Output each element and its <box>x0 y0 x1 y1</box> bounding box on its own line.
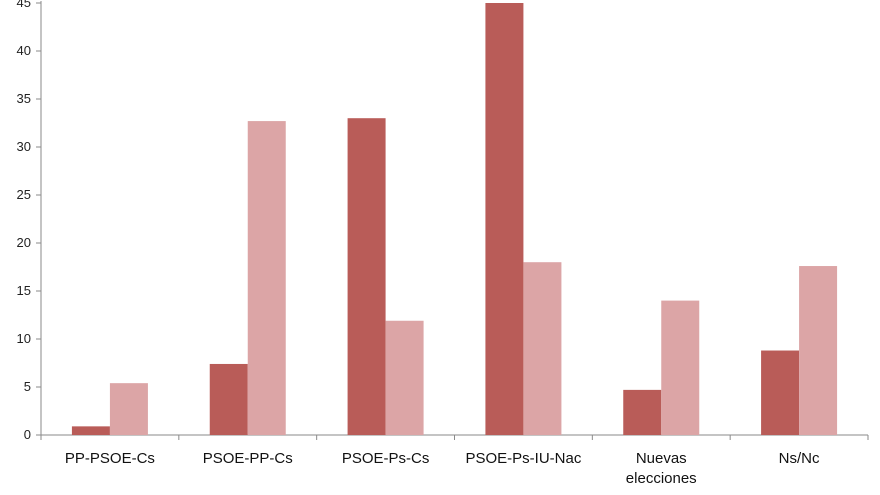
bar-series-2 <box>799 266 838 435</box>
bar-series-1 <box>485 3 524 435</box>
x-tick-label-line: Nuevas <box>636 450 687 467</box>
x-tick-label: PSOE-Ps-Cs <box>342 450 430 467</box>
y-tick-label: 0 <box>24 427 31 442</box>
x-tick-label-line: PSOE-PP-Cs <box>203 450 293 467</box>
x-tick-label: PSOE-PP-Cs <box>203 450 293 467</box>
x-tick-label-line: elecciones <box>626 470 697 487</box>
bar-series-1 <box>209 363 248 435</box>
y-tick-label: 30 <box>17 139 31 154</box>
x-tick-label: PSOE-Ps-IU-Nac <box>465 450 581 467</box>
chart-axes <box>36 1 869 440</box>
bar-series-1 <box>347 118 386 435</box>
y-tick-label: 15 <box>17 283 31 298</box>
bar-series-2 <box>523 262 562 435</box>
bar-series-1 <box>761 350 800 435</box>
x-tick-label: Ns/Nc <box>779 450 820 467</box>
x-tick-label-line: PSOE-Ps-IU-Nac <box>465 450 581 467</box>
bar-series-2 <box>109 383 148 435</box>
y-tick-label: 35 <box>17 91 31 106</box>
x-tick-label: PP-PSOE-Cs <box>65 450 155 467</box>
y-tick-label: 5 <box>24 379 31 394</box>
y-tick-label: 10 <box>17 331 31 346</box>
y-tick-label: 45 <box>17 0 31 10</box>
bar-series-2 <box>247 121 286 435</box>
chart-labels: 0 5 10 15 20 25 30 35 40 45 PP-PSOE-Cs PSOE-PP-Cs PS… <box>17 0 820 487</box>
bar-series-1 <box>71 426 110 435</box>
chart-bars <box>71 3 838 435</box>
y-tick-label: 25 <box>17 187 31 202</box>
y-tick-label: 20 <box>17 235 31 250</box>
bar-series-2 <box>385 320 424 435</box>
x-tick-label-line: Ns/Nc <box>779 450 820 467</box>
bar-series-1 <box>623 389 662 435</box>
x-tick-label: Nuevas elecciones <box>626 450 697 487</box>
y-tick-label: 40 <box>17 43 31 58</box>
bar-series-2 <box>661 300 700 435</box>
x-tick-label-line: PP-PSOE-Cs <box>65 450 155 467</box>
x-tick-label-line: PSOE-Ps-Cs <box>342 450 430 467</box>
